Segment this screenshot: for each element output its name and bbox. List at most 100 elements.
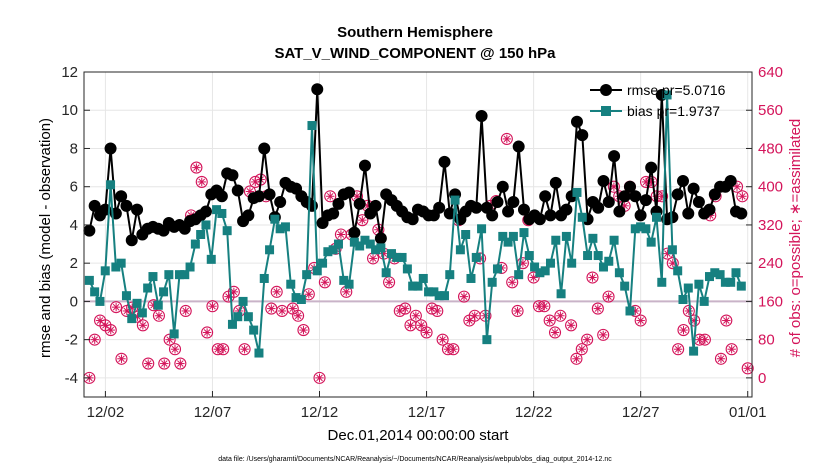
asterisk-stroke <box>96 317 104 324</box>
obs-possible-marker <box>297 324 310 337</box>
rmse-point <box>348 226 361 239</box>
obs-assimilated-marker <box>700 335 710 344</box>
obs-possible-marker <box>741 362 754 375</box>
asterisk-stroke <box>273 288 281 296</box>
bias-point <box>439 291 449 301</box>
bias-point <box>286 279 296 289</box>
y-tick-label: -4 <box>65 370 78 387</box>
asterisk-stroke <box>583 336 591 343</box>
obs-assimilated-marker <box>738 192 747 201</box>
rmse-point <box>724 174 737 187</box>
bias-point <box>259 273 269 283</box>
asterisk-stroke <box>466 317 473 324</box>
obs-assimilated-marker <box>433 306 442 316</box>
asterisk-stroke <box>701 336 709 343</box>
rmse-point <box>242 209 255 222</box>
x-tick-label: 12/12 <box>301 404 339 421</box>
bias-point <box>275 224 285 234</box>
bias-point <box>678 295 688 304</box>
bias-point <box>312 266 322 276</box>
obs-point <box>142 357 155 370</box>
obs-possible-marker <box>666 257 679 270</box>
obs-possible-marker <box>163 333 176 346</box>
obs-point <box>468 309 481 322</box>
bias-point <box>111 262 121 272</box>
obs-assimilated-marker <box>336 230 346 239</box>
bias-point <box>699 296 709 306</box>
asterisk-stroke <box>508 278 516 286</box>
obs-possible-marker <box>581 333 594 346</box>
obs-possible-marker <box>110 301 123 314</box>
bias-point <box>604 256 614 266</box>
bias-point <box>185 262 195 272</box>
asterisk-stroke <box>567 321 575 329</box>
bias-point <box>471 252 481 262</box>
asterisk-stroke <box>578 345 586 353</box>
bias-point <box>307 121 317 131</box>
obs-point <box>158 357 171 370</box>
obs-possible-marker <box>543 314 556 327</box>
obs-possible-marker <box>399 302 412 315</box>
obs-possible-marker <box>575 343 588 356</box>
obs-point <box>725 343 738 356</box>
obs-assimilated-marker <box>593 304 603 313</box>
obs-assimilated-marker <box>315 373 324 383</box>
bias-point <box>206 254 216 264</box>
obs-point <box>168 343 182 356</box>
asterisk-stroke <box>139 321 147 329</box>
obs-point <box>206 300 219 313</box>
rmse-point <box>613 205 626 218</box>
bias-point <box>551 235 561 245</box>
obs-possible-marker <box>158 357 171 370</box>
obs-point <box>714 352 728 365</box>
obs-assimilated-marker <box>657 192 667 201</box>
rmse-point <box>544 209 557 222</box>
rmse-point <box>539 190 552 203</box>
obs-point <box>286 302 299 315</box>
obs-assimilated-marker <box>181 306 190 316</box>
rmse-point <box>703 203 716 216</box>
bias-point <box>683 283 693 293</box>
bias-point <box>344 279 354 289</box>
asterisk-stroke <box>182 307 190 315</box>
bias-point <box>201 220 211 230</box>
obs-assimilated-marker <box>111 302 121 312</box>
bias-point <box>360 235 370 245</box>
bias-point <box>508 231 518 241</box>
obs-point <box>527 271 540 284</box>
bias-point <box>227 319 237 329</box>
bias-point <box>673 266 683 276</box>
rmse-point <box>517 203 530 216</box>
rmse-point <box>215 190 228 203</box>
obs-assimilated-marker <box>197 177 206 187</box>
bias-point <box>333 239 343 249</box>
y-tick-label: -2 <box>65 332 78 349</box>
asterisk-stroke <box>375 226 382 234</box>
bias-point <box>254 348 264 358</box>
obs-assimilated-marker <box>572 354 581 363</box>
rmse-point <box>226 169 239 182</box>
rmse-point <box>671 188 684 201</box>
obs-assimilated-marker <box>411 311 421 320</box>
rmse-point <box>115 190 128 203</box>
obs-possible-marker <box>115 352 128 365</box>
bias-point <box>339 275 349 285</box>
obs-point <box>356 214 369 227</box>
obs-point <box>297 324 310 337</box>
obs-point <box>409 309 422 322</box>
obs-possible-marker <box>607 180 620 193</box>
obs-possible-marker <box>688 314 701 327</box>
rmse-point <box>311 83 324 96</box>
obs-point <box>538 300 551 313</box>
obs-assimilated-marker <box>727 345 736 354</box>
obs-possible-marker <box>324 190 337 203</box>
bias-point <box>397 252 407 262</box>
obs-assimilated-marker <box>326 192 335 201</box>
obs-point <box>270 285 283 298</box>
bias-point <box>424 287 434 297</box>
bias-point <box>174 270 184 280</box>
bias-point <box>561 231 571 241</box>
obs-point <box>591 302 604 315</box>
asterisk-stroke <box>471 312 479 320</box>
obs-assimilated-marker <box>470 311 479 320</box>
